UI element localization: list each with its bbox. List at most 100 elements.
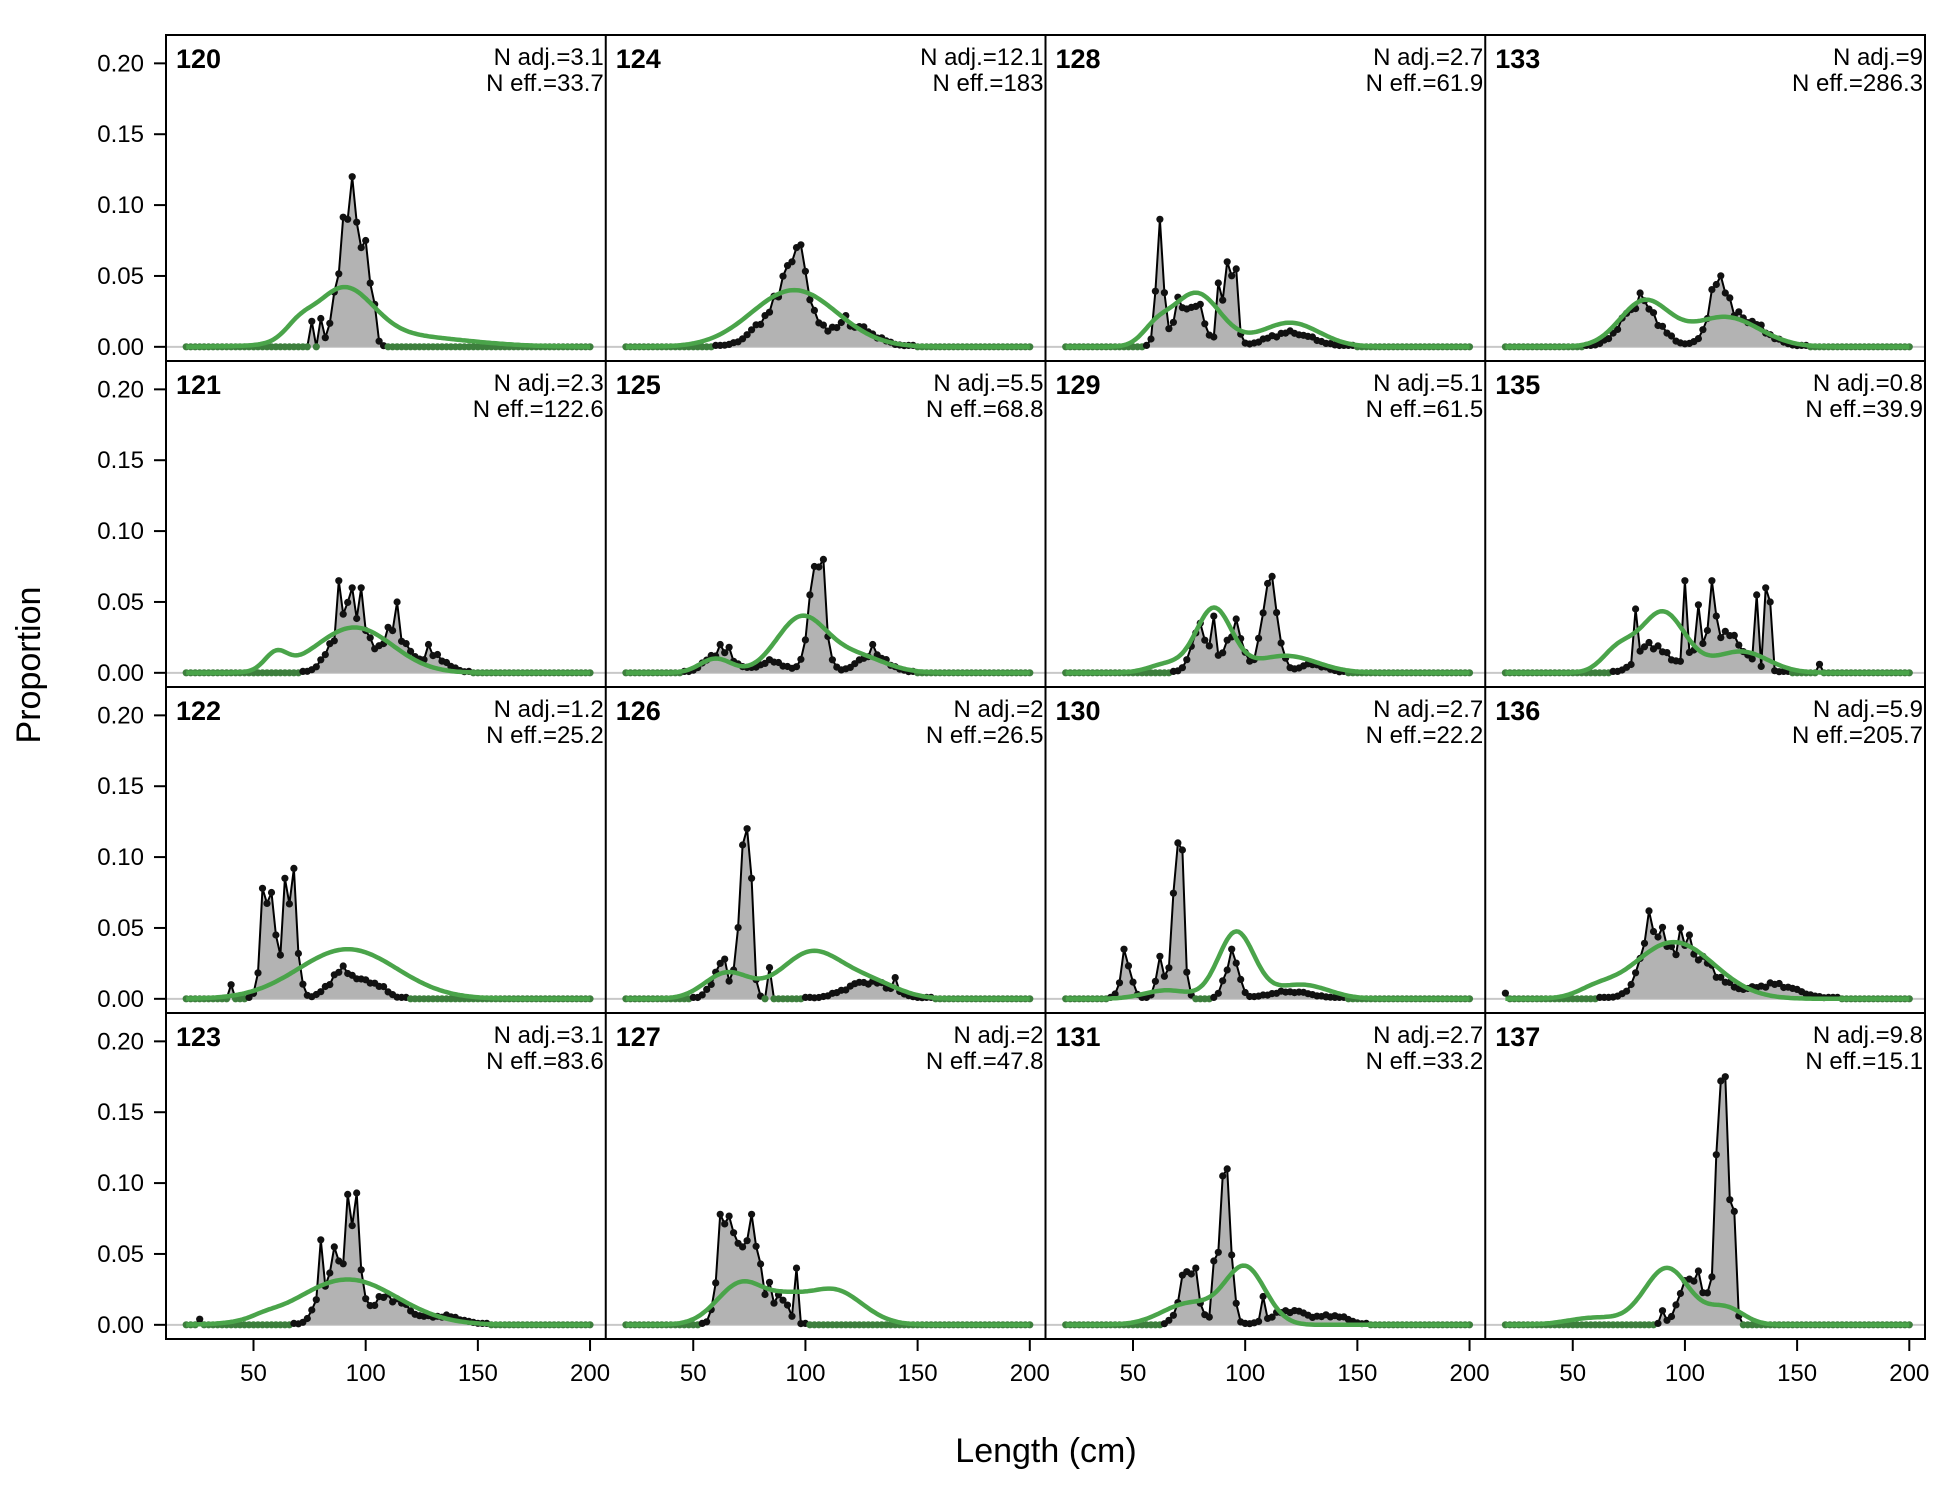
observed-point [801,636,810,644]
observed-point [1228,945,1236,953]
panel-n-eff: N eff.=68.8 [926,396,1044,423]
panel-n-adj: N adj.=3.1 [494,1022,604,1049]
observed-point [1259,1292,1267,1301]
panel-n-adj: N adj.=2.3 [494,370,604,397]
observed-point [326,319,334,327]
y-tick-label: 0.20 [97,50,144,77]
expected-line [1065,290,1470,350]
observed-point [312,1296,320,1304]
panel-125: 125 N adj.=5.5N eff.=68.8 [605,370,1046,677]
observed-point [1219,296,1227,304]
x-tick-label: 150 [458,1360,498,1387]
observed-point [1151,977,1159,985]
observed-point [1640,643,1649,651]
observed-point [353,218,361,226]
observed-point [1219,1172,1227,1180]
observed-point [362,236,370,245]
panel-n-eff: N eff.=25.2 [486,722,604,749]
observed-point [725,1212,733,1220]
observed-point [1712,612,1720,620]
observed-point [1649,309,1658,317]
observed-point [402,640,410,648]
x-tick-label: 200 [1010,1360,1050,1387]
panel-n-adj: N adj.=5.9 [1813,696,1923,723]
x-tick-label: 150 [1337,1360,1377,1387]
panel-n-eff: N eff.=83.6 [486,1048,604,1075]
observed-point [317,988,325,996]
observed-point [339,962,347,970]
observed-point [344,215,352,223]
observed-point [1654,933,1662,941]
observed-point [703,985,711,994]
panel-title: 121 [176,370,221,400]
panel-title: 136 [1495,696,1540,726]
observed-point [366,634,374,642]
observed-area [1065,576,1470,673]
panel-127: 127 N adj.=2N eff.=47.8 [605,1022,1046,1329]
panel-120: 120 N adj.=3.1N eff.=33.7 [166,44,606,351]
observed-point [1205,642,1213,650]
observed-point [1685,931,1693,939]
observed-point [281,874,289,882]
observed-point [1214,989,1222,997]
x-tick-label: 200 [570,1360,610,1387]
observed-area [1065,1168,1470,1325]
observed-point [1815,660,1824,668]
panel-n-adj: N adj.=2 [953,1022,1043,1049]
observed-point [1672,951,1680,959]
panel-122: 122 N adj.=1.2N eff.=25.2 [166,696,606,1003]
observed-point [770,1299,778,1307]
x-tick-label: 100 [346,1360,386,1387]
panel-123: 123 N adj.=3.1N eff.=83.6 [166,1022,606,1329]
observed-point [326,981,334,989]
observed-point [1654,1319,1662,1327]
panel-133: 133 N adj.=9N eff.=286.3 [1485,44,1925,351]
x-tick-label: 100 [785,1360,825,1387]
panel-title: 126 [616,696,661,726]
observed-point [716,640,724,649]
observed-point [339,610,347,618]
observed-area [625,1214,1030,1325]
observed-point [765,964,774,972]
observed-point [1268,1313,1276,1321]
observed-point [757,320,765,328]
observed-point [1111,990,1119,998]
panel-131: 131 N adj.=2.7N eff.=33.2 [1045,1022,1486,1329]
observed-point [1721,1073,1729,1081]
observed-point [739,1243,747,1251]
observed-point [272,931,280,939]
observed-point [810,306,819,314]
observed-point [1632,605,1640,613]
observed-points [622,825,1034,1003]
y-tick-label: 0.00 [97,1312,144,1339]
observed-point [1717,1077,1725,1085]
observed-point [739,841,747,849]
observed-point [366,279,374,287]
observed-point [1120,945,1128,953]
observed-point [1165,325,1173,333]
x-tick-label: 200 [1450,1360,1490,1387]
observed-point [1264,579,1272,588]
observed-point [317,314,325,323]
observed-point [1210,612,1218,620]
observed-point [712,1279,720,1287]
observed-point [1219,977,1227,985]
panel-n-adj: N adj.=0.8 [1813,370,1923,397]
observed-point [779,272,787,280]
observed-point [1636,647,1644,655]
panel-title: 130 [1056,696,1101,726]
observed-point [1726,1196,1734,1204]
observed-point [1735,308,1743,316]
x-tick-label: 200 [1889,1360,1929,1387]
observed-point [1237,975,1245,984]
observed-point [1156,952,1164,960]
observed-point [330,637,338,645]
observed-point [1676,1289,1684,1298]
panel-n-eff: N eff.=47.8 [926,1048,1044,1075]
x-tick-label: 100 [1665,1360,1705,1387]
panel-title: 129 [1056,370,1101,400]
observed-line [186,868,590,1000]
observed-point [1730,1207,1738,1215]
observed-point [424,640,433,649]
panel-title: 135 [1495,370,1540,400]
